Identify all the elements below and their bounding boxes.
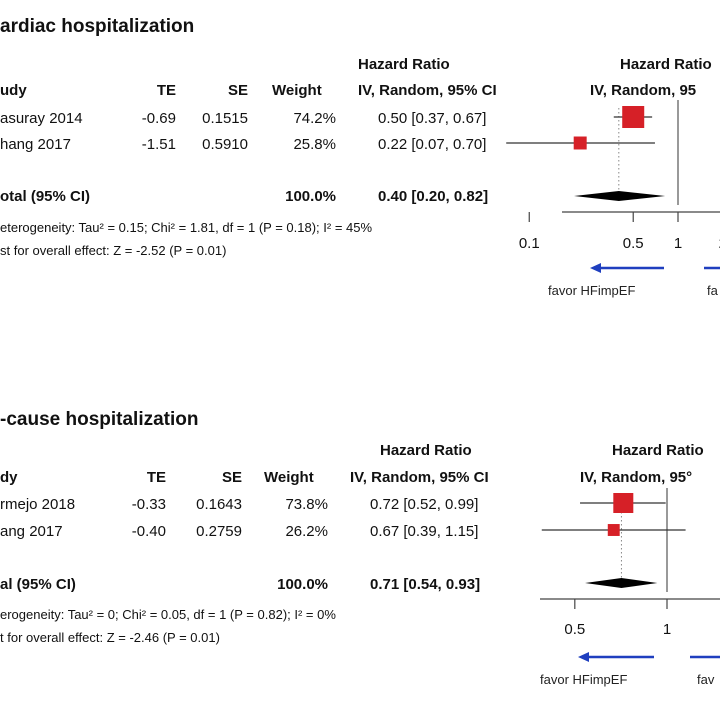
study-se: 0.1515 xyxy=(202,110,248,127)
study-name: asuray 2014 xyxy=(0,110,83,127)
te-header: TE xyxy=(146,469,166,486)
favor-left-label: favor HFimpEF xyxy=(540,672,627,687)
study-ci: 0.50 [0.37, 0.67] xyxy=(378,110,487,127)
study-weight: 26.2% xyxy=(285,523,328,540)
study-ci: 0.72 [0.52, 0.99] xyxy=(370,496,479,513)
study-te: -0.33 xyxy=(131,496,166,513)
forest-plot-1: 0.1 0.5 1 2 favor HFimpEF fa xyxy=(506,100,720,298)
plot-hazard-ratio-header: Hazard Ratio xyxy=(612,442,704,459)
total-ci: 0.40 [0.20, 0.82] xyxy=(378,188,489,205)
heterogeneity-text: erogeneity: Tau² = 0; Chi² = 0.05, df = … xyxy=(0,607,336,622)
favor-left-arrowhead xyxy=(578,652,589,662)
study-marker xyxy=(613,493,634,513)
plot-hazard-ratio-header: Hazard Ratio xyxy=(620,56,712,73)
x-tick-label: 0.1 xyxy=(519,235,540,252)
total-label: otal (95% CI) xyxy=(0,188,91,205)
plot-ci-method-header: IV, Random, 95° xyxy=(580,469,693,486)
study-te: -0.69 xyxy=(141,110,176,127)
overall-effect-text: t for overall effect: Z = -2.46 (P = 0.0… xyxy=(0,630,220,645)
weight-header: Weight xyxy=(264,469,314,486)
hazard-ratio-header: Hazard Ratio xyxy=(358,56,450,73)
study-se: 0.2759 xyxy=(196,523,242,540)
study-header: udy xyxy=(0,82,27,99)
study-weight: 25.8% xyxy=(293,136,336,153)
hazard-ratio-header: Hazard Ratio xyxy=(380,442,472,459)
favor-right-label: fav xyxy=(697,672,715,687)
x-tick-label: 0.5 xyxy=(623,235,644,252)
ci-method-header: IV, Random, 95% CI xyxy=(350,469,489,486)
total-label: al (95% CI) xyxy=(0,576,76,593)
overall-effect-text: st for overall effect: Z = -2.52 (P = 0.… xyxy=(0,243,227,258)
study-name: hang 2017 xyxy=(0,136,71,153)
panel-title: -cause hospitalization xyxy=(0,409,199,430)
total-weight: 100.0% xyxy=(285,188,336,205)
favor-left-arrowhead xyxy=(590,263,601,273)
se-header: SE xyxy=(221,469,242,486)
study-header: dy xyxy=(0,469,18,486)
se-header: SE xyxy=(227,82,248,99)
panel-title: ardiac hospitalization xyxy=(0,16,195,37)
study-se: 0.1643 xyxy=(196,496,242,513)
study-te: -1.51 xyxy=(141,136,176,153)
study-ci: 0.22 [0.07, 0.70] xyxy=(378,136,487,153)
ci-method-header: IV, Random, 95% CI xyxy=(358,82,497,99)
study-ci: 0.67 [0.39, 1.15] xyxy=(370,523,479,540)
x-tick-label: 1 xyxy=(663,621,671,638)
pooled-diamond xyxy=(574,191,666,201)
study-te: -0.40 xyxy=(131,523,166,540)
plot-ci-method-header: IV, Random, 95 xyxy=(590,82,697,99)
total-weight: 100.0% xyxy=(277,576,328,593)
favor-right-label: fa xyxy=(707,283,719,298)
weight-header: Weight xyxy=(272,82,322,99)
forest-plot-2: 0.5 1 favor HFimpEF fav xyxy=(540,488,720,687)
x-tick-label: 0.5 xyxy=(564,621,585,638)
te-header: TE xyxy=(156,82,176,99)
study-weight: 74.2% xyxy=(293,110,336,127)
favor-left-label: favor HFimpEF xyxy=(548,283,635,298)
study-se: 0.5910 xyxy=(202,136,248,153)
study-marker xyxy=(573,136,587,150)
study-name: rmejo 2018 xyxy=(0,496,76,513)
pooled-diamond xyxy=(585,578,658,588)
total-ci: 0.71 [0.54, 0.93] xyxy=(370,576,481,593)
study-name: ang 2017 xyxy=(0,523,63,540)
x-tick-label: 1 xyxy=(674,235,682,252)
study-marker xyxy=(607,524,620,536)
study-marker xyxy=(622,106,645,128)
heterogeneity-text: eterogeneity: Tau² = 0.15; Chi² = 1.81, … xyxy=(0,220,373,235)
x-tick-label: 2 xyxy=(719,235,720,252)
study-weight: 73.8% xyxy=(285,496,328,513)
